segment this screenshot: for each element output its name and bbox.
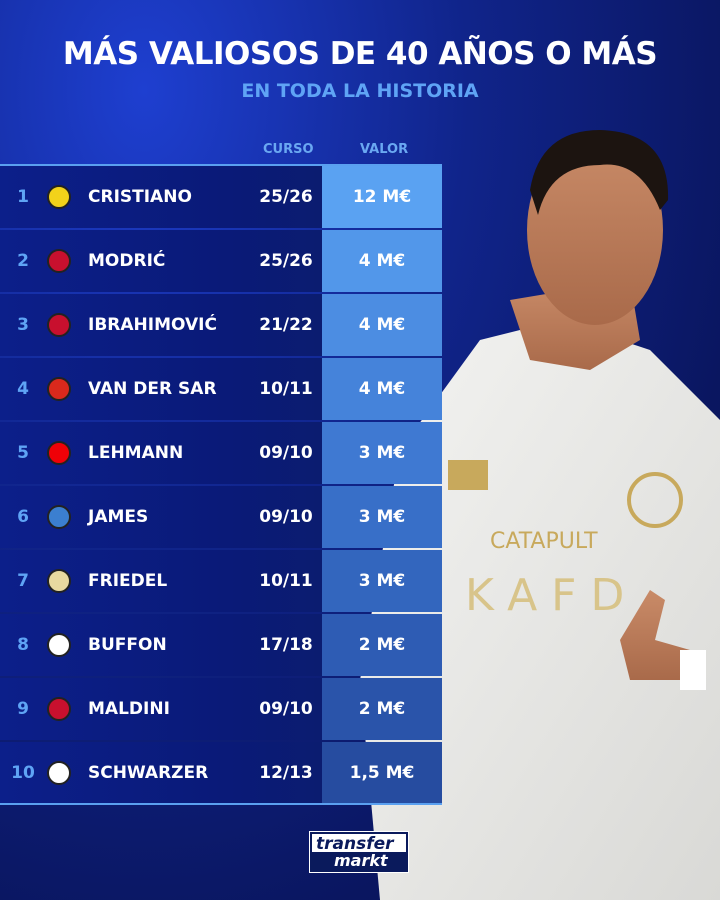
rank: 3 [17,315,29,335]
player-name: IBRAHIMOVIĆ [88,315,217,335]
table-row: 1 CRISTIANO 25/26 12 M€ [0,166,442,228]
market-value: 12 M€ [322,166,442,228]
market-value: 1,5 M€ [322,742,442,804]
column-header-value: VALOR [360,142,409,157]
transfermarkt-logo: transfer markt [309,831,409,873]
logo-text: markt [312,852,406,870]
table-row: 2 MODRIĆ 25/26 4 M€ [0,230,442,292]
rank: 1 [17,187,29,207]
player-name: MODRIĆ [88,251,166,271]
market-value: 3 M€ [322,486,442,548]
market-value: 2 M€ [322,614,442,676]
divider [0,164,442,166]
season: 17/18 [259,635,313,655]
aston-villa-crest-icon [47,569,71,593]
arsenal-crest-icon [47,441,71,465]
season: 10/11 [259,571,313,591]
season: 09/10 [259,507,313,527]
season: 12/13 [259,763,313,783]
ac-milan-crest-icon [47,697,71,721]
player-name: MALDINI [88,699,170,719]
player-name: CRISTIANO [88,187,192,207]
rank: 9 [17,699,29,719]
juventus-crest-icon [47,633,71,657]
player-name: LEHMANN [88,443,184,463]
manchester-united-crest-icon [47,377,71,401]
svg-text:CATAPULT: CATAPULT [490,529,598,554]
market-value: 4 M€ [322,294,442,356]
page-title: MÁS VALIOSOS DE 40 AÑOS O MÁS [62,36,658,72]
player-name: VAN DER SAR [88,379,217,399]
market-value: 4 M€ [322,230,442,292]
table-row: 4 VAN DER SAR 10/11 4 M€ [0,358,442,420]
table-row: 8 BUFFON 17/18 2 M€ [0,614,442,676]
market-value: 3 M€ [322,550,442,612]
table-row: 6 JAMES 09/10 3 M€ [0,486,442,548]
player-name: BUFFON [88,635,167,655]
table-row: 7 FRIEDEL 10/11 3 M€ [0,550,442,612]
ac-milan-crest-icon [47,249,71,273]
season: 09/10 [259,699,313,719]
rank: 4 [17,379,29,399]
market-value: 3 M€ [322,422,442,484]
fulham-crest-icon [47,761,71,785]
player-name: JAMES [88,507,149,527]
season: 10/11 [259,379,313,399]
rank: 10 [11,763,35,783]
table-row: 10 SCHWARZER 12/13 1,5 M€ [0,742,442,804]
season: 25/26 [259,251,313,271]
rank: 8 [17,635,29,655]
logo-text: transfer [316,834,394,854]
table-row: 3 IBRAHIMOVIĆ 21/22 4 M€ [0,294,442,356]
season: 21/22 [259,315,313,335]
divider [0,803,442,805]
season: 09/10 [259,443,313,463]
player-name: FRIEDEL [88,571,168,591]
table-row: 9 MALDINI 09/10 2 M€ [0,678,442,740]
rank: 2 [17,251,29,271]
table-row: 5 LEHMANN 09/10 3 M€ [0,422,442,484]
ac-milan-crest-icon [47,313,71,337]
market-value: 4 M€ [322,358,442,420]
rank: 6 [17,507,29,527]
season: 25/26 [259,187,313,207]
rank: 7 [17,571,29,591]
page-subtitle: EN TODA LA HISTORIA [241,80,479,102]
svg-text:KAFD: KAFD [465,570,638,621]
rank: 5 [17,443,29,463]
portsmouth-crest-icon [47,505,71,529]
market-value: 2 M€ [322,678,442,740]
player-photo: CATAPULT KAFD [360,130,720,900]
al-nassr-crest-icon [47,185,71,209]
column-header-season: CURSO [263,142,314,157]
player-name: SCHWARZER [88,763,209,783]
